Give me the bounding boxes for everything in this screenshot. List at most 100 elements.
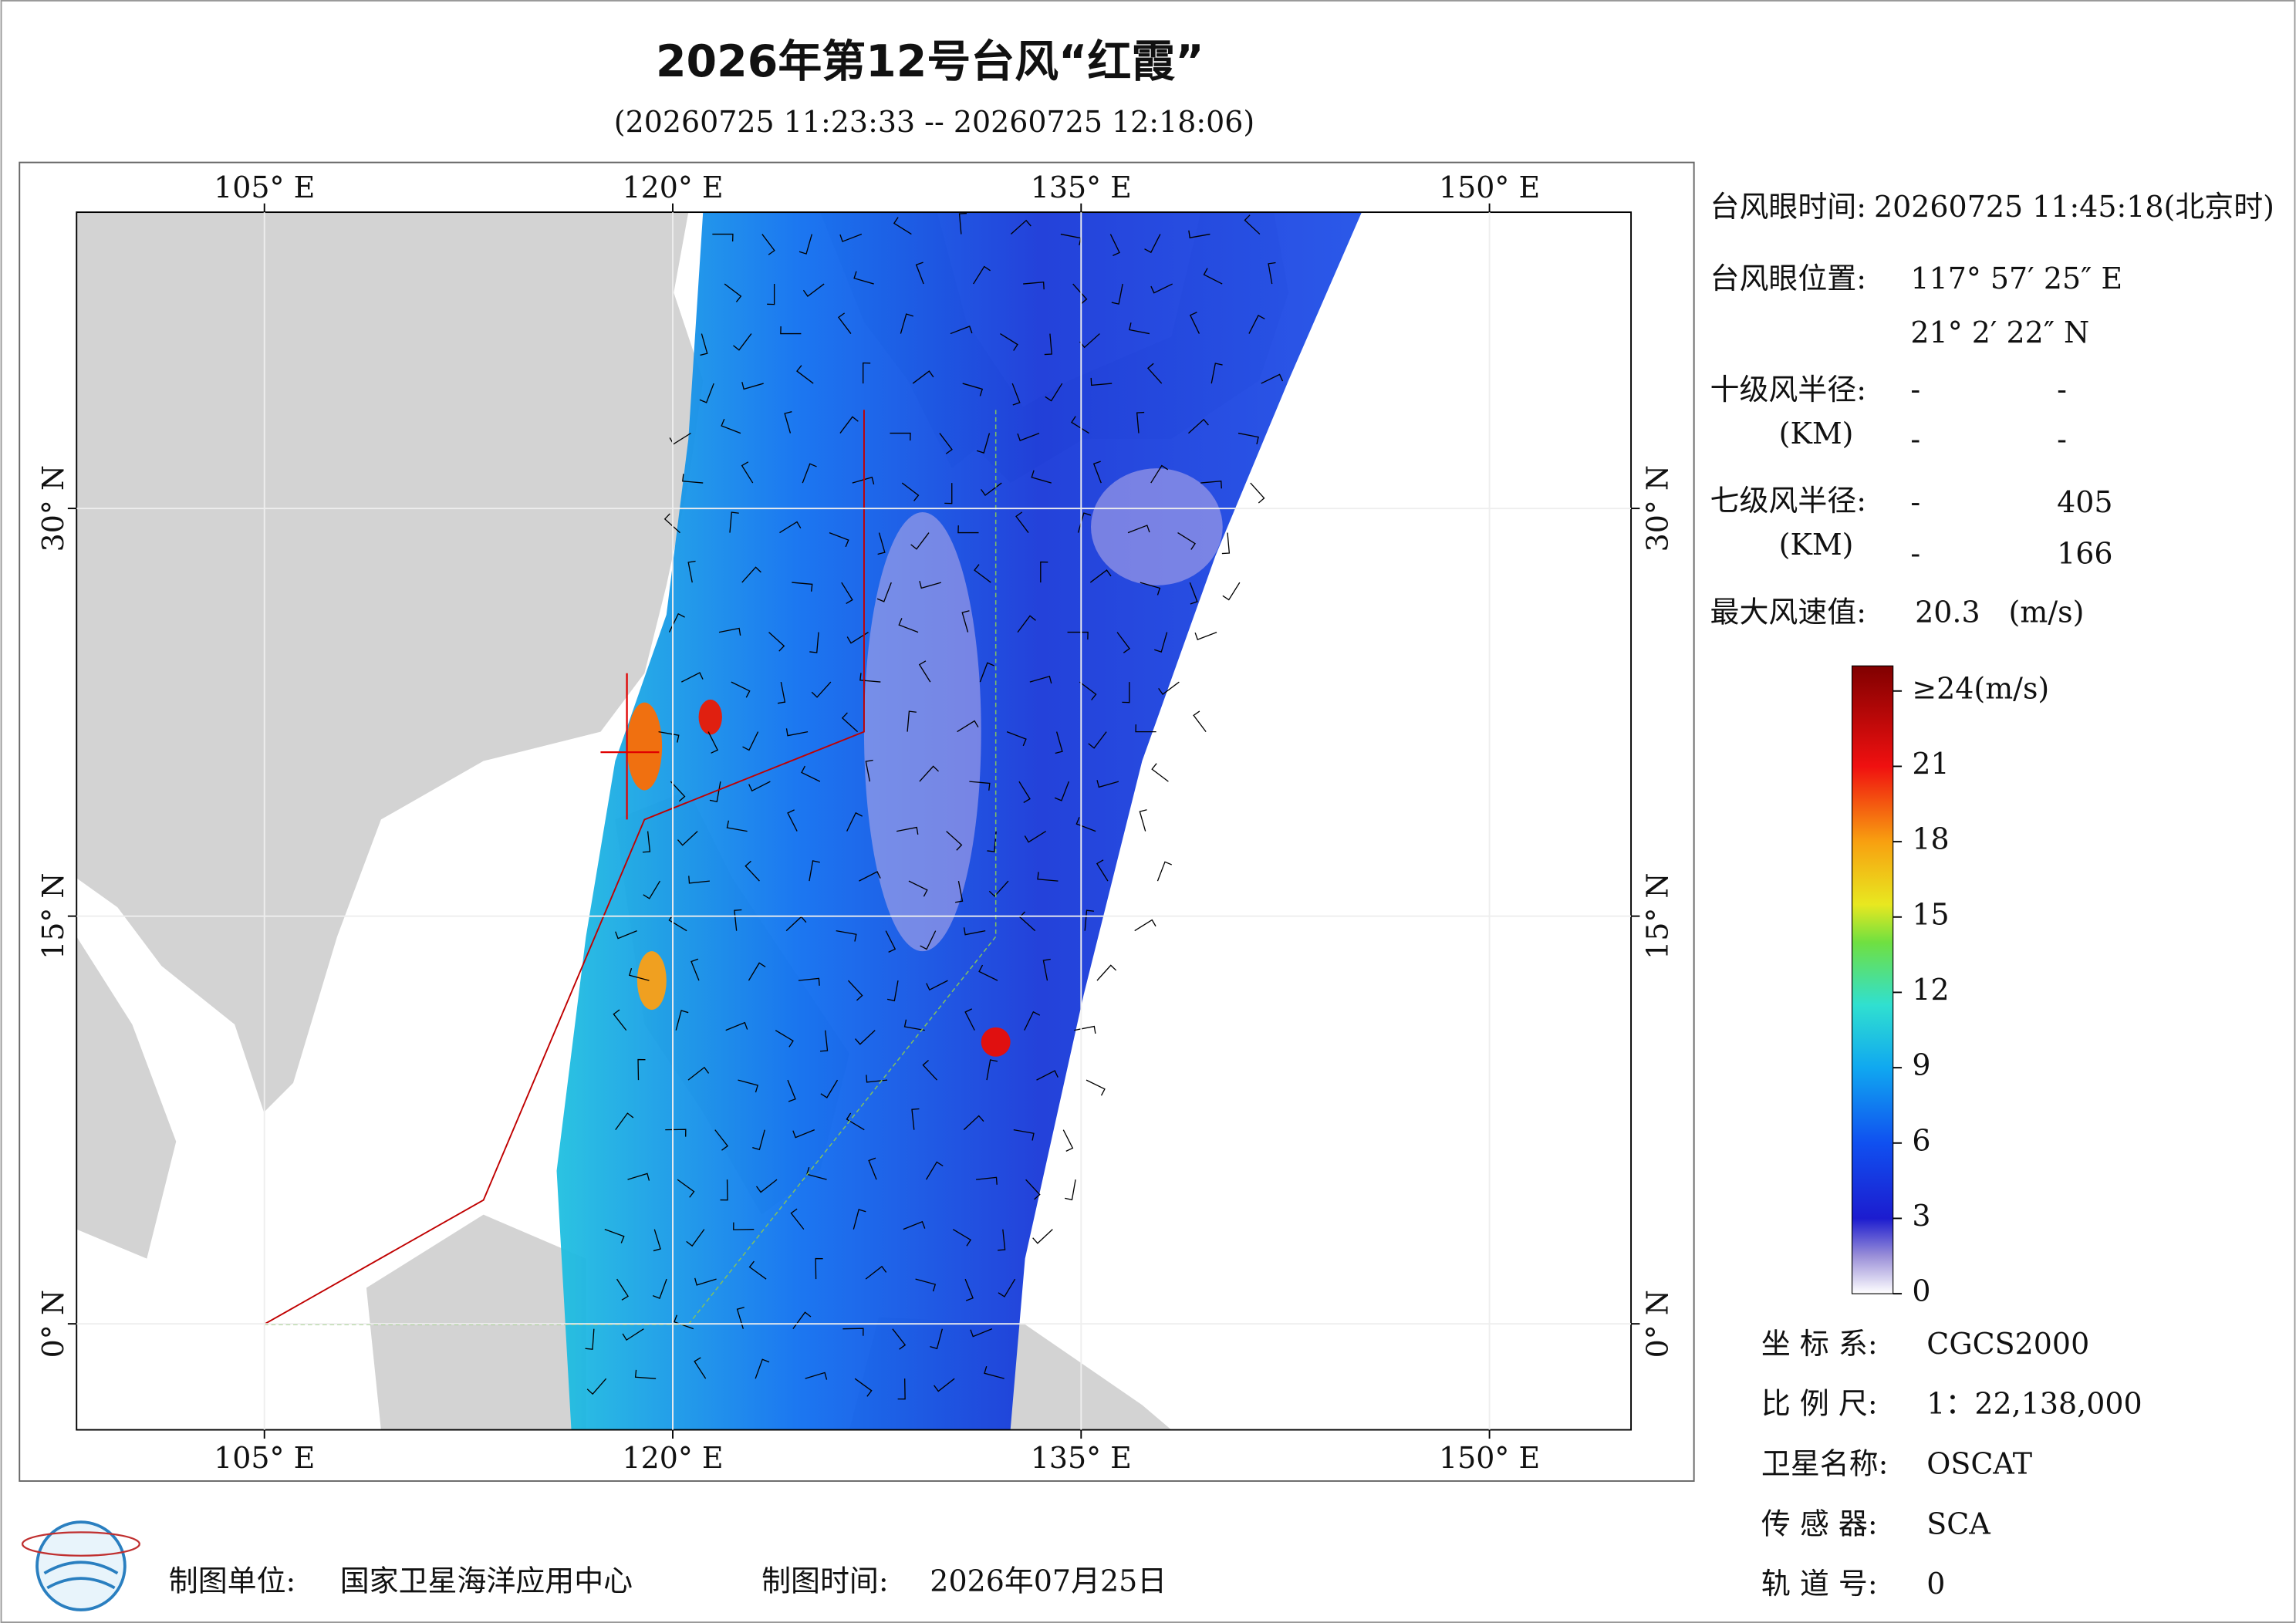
wind-barb [731, 681, 751, 698]
wind-barb [842, 1328, 864, 1336]
wind-barb [724, 283, 742, 302]
wind-barb [918, 660, 931, 683]
wind-barb [1127, 525, 1150, 534]
wind-barb [957, 720, 979, 733]
wind-barb [670, 781, 686, 802]
r10-unit: (KM) [1779, 417, 1854, 450]
wind-barb [1221, 532, 1231, 555]
wind-barb [903, 1019, 925, 1031]
wind-barb [1045, 383, 1063, 402]
wind-barb [988, 880, 1009, 897]
wind-barb [877, 532, 886, 555]
wind-barb [892, 1328, 907, 1350]
wind-barb [1139, 809, 1147, 832]
wind-barb [1188, 418, 1209, 434]
max-wind-unit: (m/s) [2009, 595, 2085, 629]
wind-barb [974, 564, 991, 583]
wind-barb [802, 283, 825, 297]
wind-barb [653, 1229, 661, 1252]
wind-barb [677, 831, 698, 846]
wind-barb [615, 930, 637, 940]
meta-value: CGCS2000 [1926, 1327, 2089, 1361]
wind-barb [854, 1378, 873, 1397]
wind-barb [910, 532, 930, 550]
wind-barb [1023, 282, 1045, 290]
wind-barb [733, 333, 752, 351]
wind-barb [687, 560, 696, 583]
wind-barb [1071, 416, 1089, 434]
y-tick-label: 30° N [1641, 465, 1675, 552]
wind-barb [939, 433, 953, 454]
wind-barb [1096, 859, 1109, 882]
wind-barb [694, 1357, 707, 1379]
wind-barb [613, 1009, 627, 1031]
r10-value: - [2057, 422, 2067, 456]
wind-barb [1011, 383, 1021, 406]
r10-label: 十级风半径: [1710, 373, 1866, 407]
wind-barb [1116, 632, 1130, 653]
wind-barb [1079, 681, 1097, 700]
wind-barb [790, 1208, 805, 1230]
meta-label: 卫星名称: [1761, 1446, 1889, 1480]
wind-barb [674, 1314, 694, 1330]
wind-barb [1067, 631, 1089, 640]
wind-barb [836, 930, 857, 942]
wind-barb [748, 962, 766, 981]
wind-barb [802, 463, 817, 484]
wind-barb [1032, 1229, 1053, 1244]
y-tick-label: 15° N [1641, 872, 1675, 960]
wind-barb [978, 964, 998, 981]
wind-barb [1062, 1129, 1074, 1152]
wind-barb [1024, 1011, 1041, 1031]
wind-barb [852, 476, 875, 485]
wind-barb [652, 1278, 667, 1299]
wind-barb [1136, 411, 1145, 434]
wind-barb [853, 271, 874, 285]
wind-barb [720, 1179, 728, 1201]
wind-barb [1122, 682, 1130, 704]
wind-barb [970, 1328, 993, 1338]
wind-barb [688, 876, 710, 884]
wind-barb [733, 1222, 755, 1230]
wind-barb [1194, 631, 1217, 640]
wind-barb [829, 531, 849, 548]
unit: 国家卫星海洋应用中心 [340, 1564, 633, 1598]
wind-barb [1017, 615, 1036, 633]
x-tick-label: 105° E [214, 1441, 315, 1475]
wind-barb [775, 1030, 794, 1048]
wind-barb [1072, 283, 1088, 305]
wind-barb [738, 1079, 758, 1093]
wind-barb [1193, 710, 1207, 733]
r10-value: - [1910, 422, 1920, 456]
wind-barb [915, 1278, 937, 1292]
max-wind: 20.3 [1915, 595, 1980, 629]
logo-orbit [21, 1531, 140, 1557]
wind-barb [1222, 582, 1241, 601]
colorbar-label: 3 [1912, 1199, 1930, 1233]
x-tick-label: 120° E [622, 170, 723, 204]
wind-barb [658, 731, 680, 743]
wind-barb [903, 1220, 926, 1230]
wind-barb [690, 958, 700, 981]
wind-barb [1268, 262, 1276, 285]
wind-barb [859, 673, 881, 683]
wind-barb [729, 511, 739, 533]
wind-barb [1029, 675, 1052, 684]
wind-barb [890, 432, 911, 441]
wind-barb [748, 1260, 767, 1280]
wind-barb [721, 419, 741, 434]
y-tick-label: 15° N [36, 872, 70, 960]
wind-barb [734, 909, 742, 931]
wind-barb [930, 1328, 944, 1350]
wind-barb [714, 1129, 729, 1151]
wind-barb [1250, 482, 1265, 504]
wind-barb [1065, 1179, 1076, 1201]
map-body [76, 212, 1632, 1430]
wind-barb [707, 731, 719, 754]
wind-barb [855, 1030, 876, 1045]
wind-barb [785, 728, 809, 737]
wind-barb [1237, 432, 1259, 445]
colorbar-ticks: ≥24(m/s) 21 18 15 12 9 6 3 0 [1893, 671, 2049, 1308]
wind-barb [911, 1108, 920, 1130]
